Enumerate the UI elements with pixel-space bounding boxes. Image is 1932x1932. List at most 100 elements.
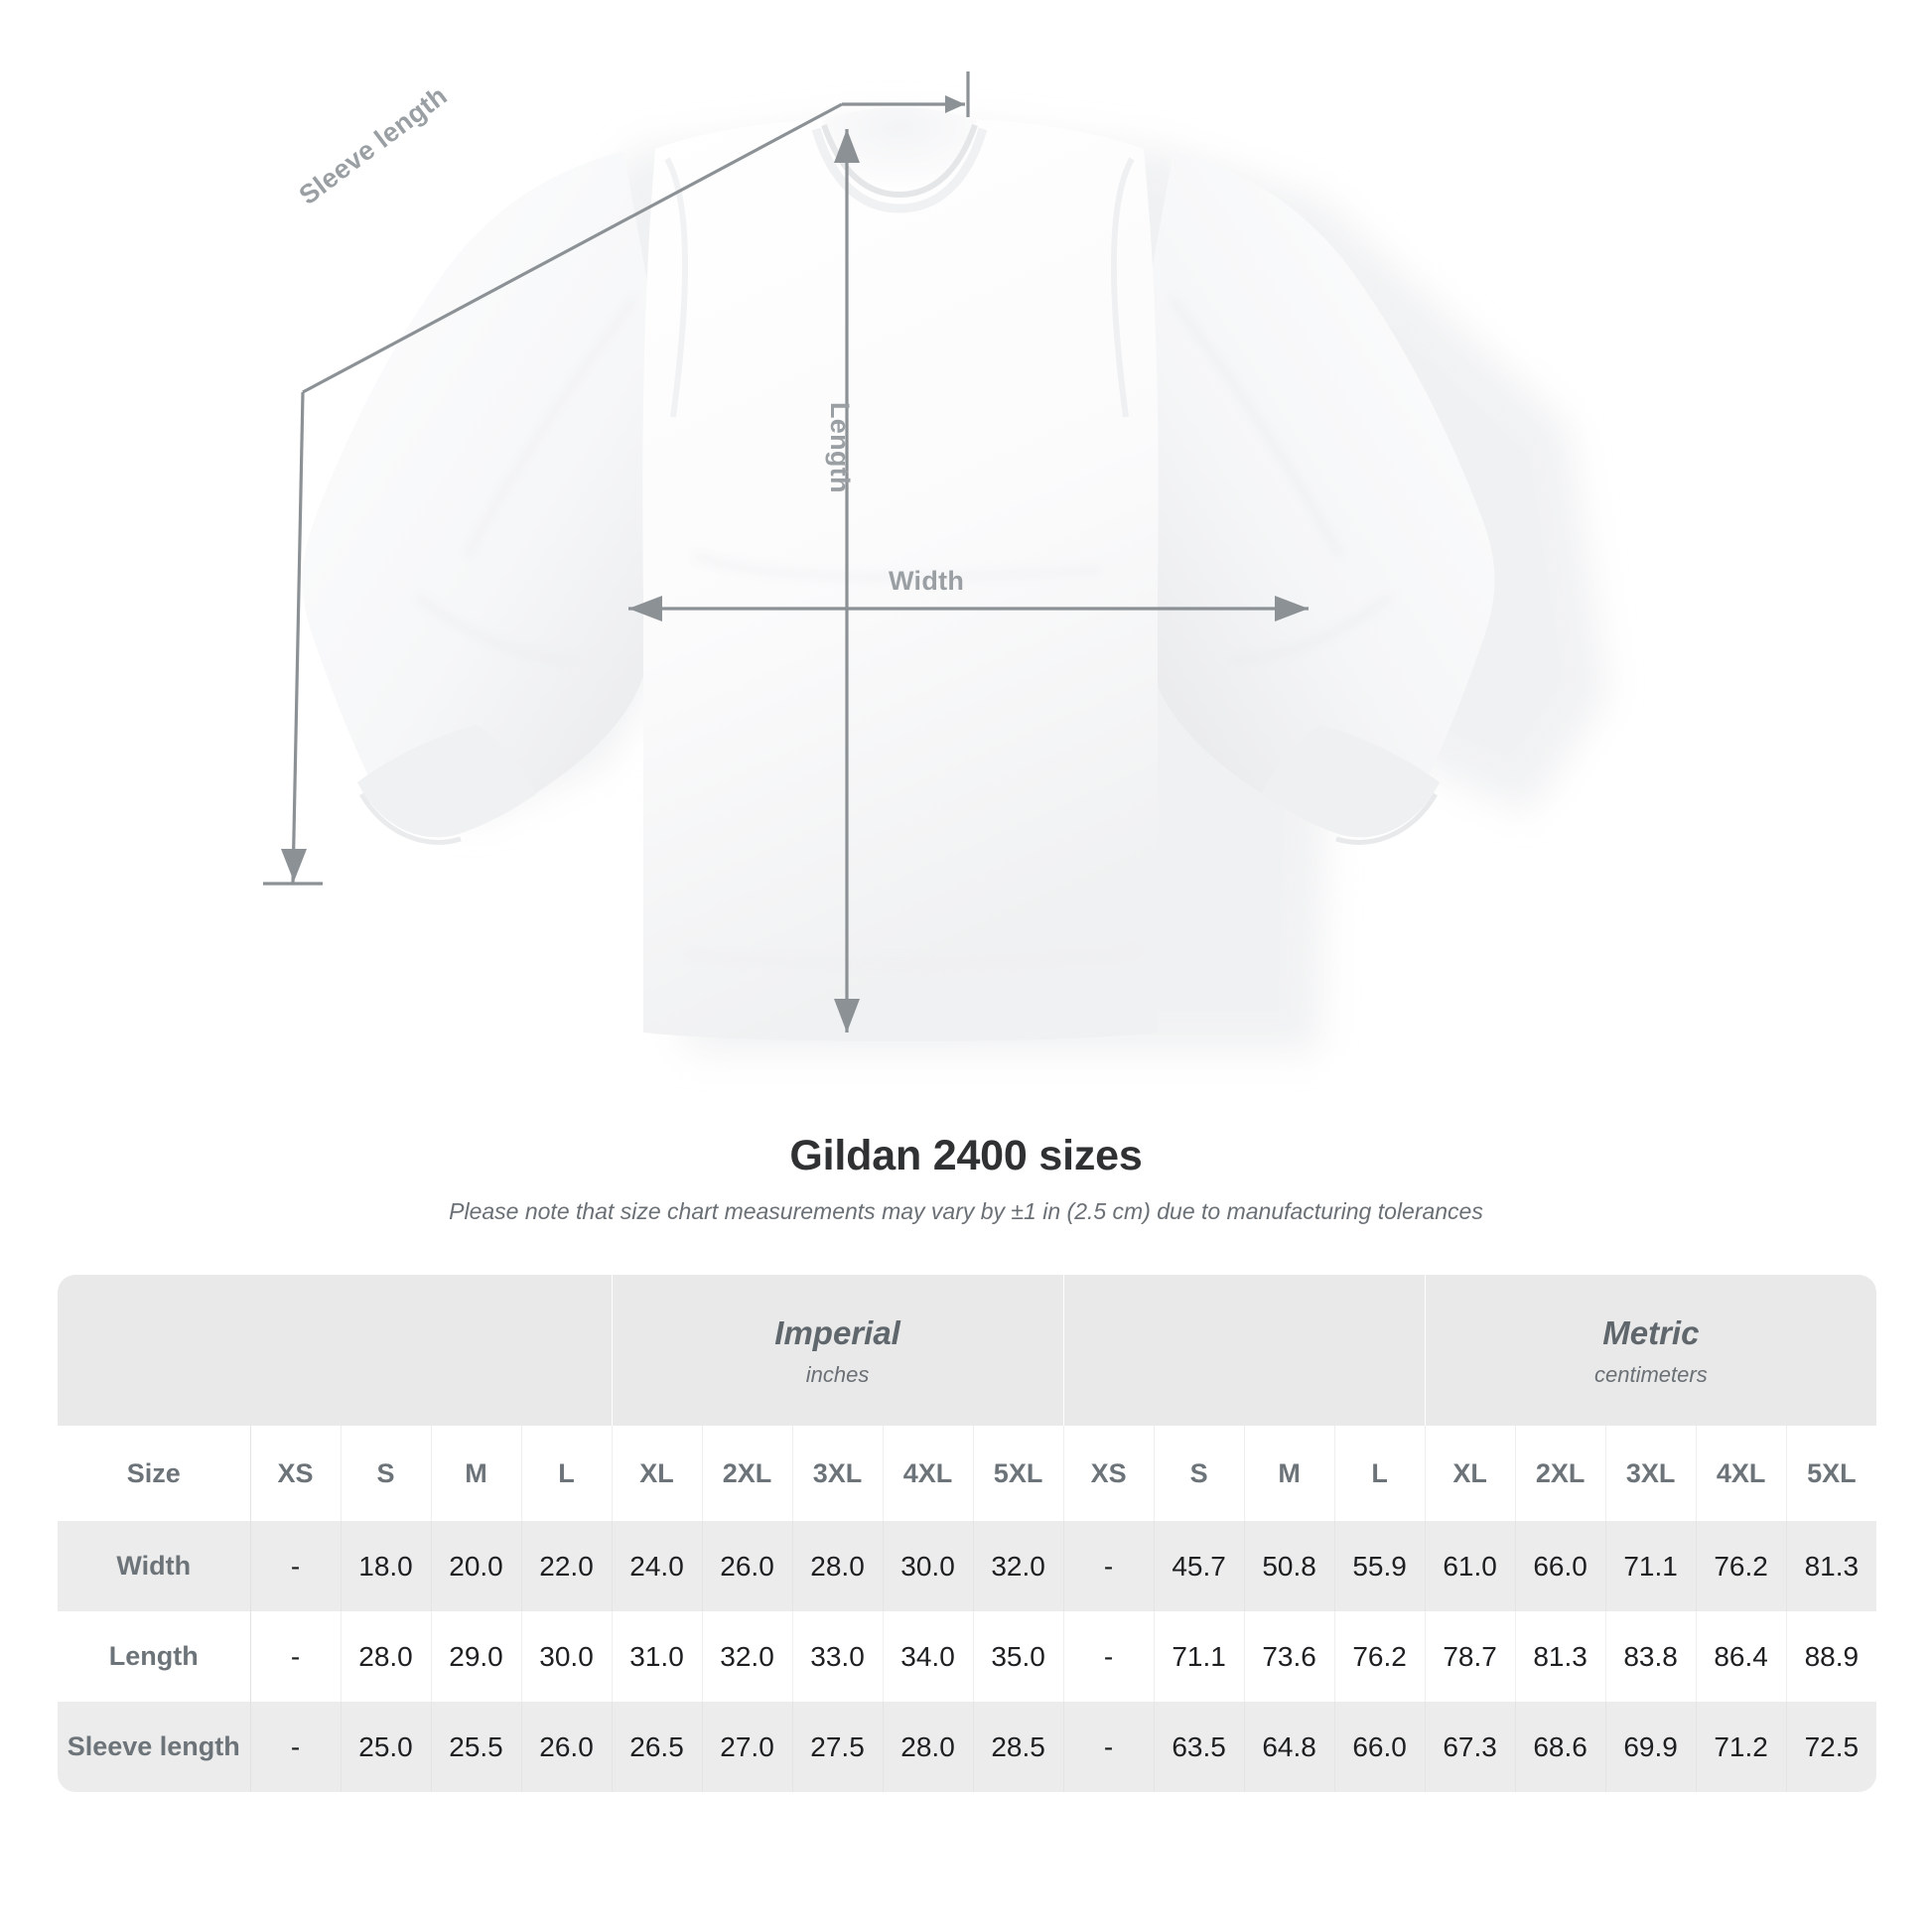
size-header-imperial-l: L	[521, 1426, 613, 1521]
cell-length-metric-m: 73.6	[1244, 1611, 1335, 1702]
cell-width-imperial-xs: -	[250, 1521, 342, 1611]
size-header-metric-2xl: 2XL	[1515, 1426, 1606, 1521]
cell-sleeve-metric-s: 63.5	[1154, 1702, 1245, 1792]
length-arrowhead-down	[834, 999, 860, 1033]
cell-length-imperial-m: 29.0	[431, 1611, 522, 1702]
cell-sleeve-imperial-xs: -	[250, 1702, 342, 1792]
unit-system-unit: centimeters	[1593, 1361, 1708, 1387]
cell-length-imperial-4xl: 34.0	[883, 1611, 974, 1702]
cell-sleeve-imperial-l: 26.0	[521, 1702, 613, 1792]
unit-system-header-row: Imperial inches Metric centimeters	[58, 1275, 1877, 1426]
row-label-length: Length	[58, 1611, 251, 1702]
cell-width-metric-s: 45.7	[1154, 1521, 1245, 1611]
size-header-metric-s: S	[1154, 1426, 1245, 1521]
unit-header-metric: Metric centimeters	[1425, 1275, 1877, 1426]
cell-width-imperial-xl: 24.0	[612, 1521, 703, 1611]
sleeve-arrowhead-right	[945, 95, 965, 113]
cell-sleeve-imperial-xl: 26.5	[612, 1702, 703, 1792]
cell-length-metric-xl: 78.7	[1425, 1611, 1516, 1702]
cell-length-metric-4xl: 86.4	[1696, 1611, 1787, 1702]
table-row: Length - 28.0 29.0 30.0 31.0 32.0 33.0 3…	[58, 1611, 1877, 1702]
cell-length-metric-xs: -	[1062, 1611, 1155, 1702]
cell-width-imperial-4xl: 30.0	[883, 1521, 974, 1611]
size-header-imperial-5xl: 5XL	[973, 1426, 1064, 1521]
cell-width-metric-m: 50.8	[1244, 1521, 1335, 1611]
cell-sleeve-metric-xs: -	[1062, 1702, 1155, 1792]
size-header-row: Size XS S M L XL 2XL 3XL 4XL 5XL XS S M …	[58, 1426, 1877, 1521]
cell-length-imperial-s: 28.0	[341, 1611, 432, 1702]
cell-sleeve-metric-m: 64.8	[1244, 1702, 1335, 1792]
tolerance-note: Please note that size chart measurements…	[449, 1198, 1483, 1224]
cell-length-metric-3xl: 83.8	[1605, 1611, 1697, 1702]
size-header-metric-5xl: 5XL	[1786, 1426, 1877, 1521]
size-header-metric-xl: XL	[1425, 1426, 1516, 1521]
page-title: Gildan 2400 sizes	[789, 1132, 1143, 1179]
cell-sleeve-imperial-5xl: 28.5	[973, 1702, 1064, 1792]
cell-width-metric-4xl: 76.2	[1696, 1521, 1787, 1611]
cell-width-metric-l: 55.9	[1334, 1521, 1426, 1611]
cell-length-imperial-3xl: 33.0	[792, 1611, 884, 1702]
cell-sleeve-metric-l: 66.0	[1334, 1702, 1426, 1792]
cell-length-imperial-xs: -	[250, 1611, 342, 1702]
size-header-metric-l: L	[1334, 1426, 1426, 1521]
cell-width-imperial-s: 18.0	[341, 1521, 432, 1611]
long-sleeve-shirt-drawing	[263, 71, 1608, 1052]
size-header-imperial-2xl: 2XL	[702, 1426, 793, 1521]
row-label-sleeve-length: Sleeve length	[58, 1702, 251, 1792]
cell-width-metric-3xl: 71.1	[1605, 1521, 1697, 1611]
cell-sleeve-metric-xl: 67.3	[1425, 1702, 1516, 1792]
size-header-imperial-4xl: 4XL	[883, 1426, 974, 1521]
cell-width-imperial-3xl: 28.0	[792, 1521, 884, 1611]
size-chart-table-container: Imperial inches Metric centimeters Size …	[58, 1275, 1877, 1792]
cell-length-imperial-xl: 31.0	[612, 1611, 703, 1702]
cell-width-imperial-m: 20.0	[431, 1521, 522, 1611]
cell-sleeve-metric-5xl: 72.5	[1786, 1702, 1877, 1792]
size-header-imperial-xs: XS	[250, 1426, 342, 1521]
width-dimension-label: Width	[889, 566, 965, 596]
width-arrowhead-left	[628, 596, 662, 621]
cell-sleeve-imperial-4xl: 28.0	[883, 1702, 974, 1792]
chart-caption: Gildan 2400 sizes Please note that size …	[0, 1132, 1932, 1225]
size-header-imperial-m: M	[431, 1426, 522, 1521]
size-chart-table: Imperial inches Metric centimeters Size …	[58, 1275, 1877, 1792]
cell-length-imperial-5xl: 35.0	[973, 1611, 1064, 1702]
cell-width-imperial-5xl: 32.0	[973, 1521, 1064, 1611]
cell-sleeve-imperial-s: 25.0	[341, 1702, 432, 1792]
garment-illustration: Sleeve length Length Width	[263, 71, 1608, 1052]
cell-length-imperial-l: 30.0	[521, 1611, 613, 1702]
table-row: Width - 18.0 20.0 22.0 24.0 26.0 28.0 30…	[58, 1521, 1877, 1611]
sleeve-diagonal	[302, 102, 843, 394]
unit-system-name: Metric	[1602, 1314, 1700, 1352]
cell-width-metric-2xl: 66.0	[1515, 1521, 1606, 1611]
size-header-imperial-3xl: 3XL	[792, 1426, 884, 1521]
cell-width-metric-xl: 61.0	[1425, 1521, 1516, 1611]
cell-sleeve-imperial-2xl: 27.0	[702, 1702, 793, 1792]
unit-header-spacer-mid	[1063, 1275, 1426, 1426]
sleeve-vertical	[291, 391, 305, 885]
unit-header-spacer-left	[58, 1275, 613, 1426]
cell-length-metric-5xl: 88.9	[1786, 1611, 1877, 1702]
cell-width-metric-xs: -	[1062, 1521, 1155, 1611]
size-header-metric-xs: XS	[1062, 1426, 1155, 1521]
cell-sleeve-metric-3xl: 69.9	[1605, 1702, 1697, 1792]
size-header-metric-3xl: 3XL	[1605, 1426, 1697, 1521]
row-label-width: Width	[58, 1521, 251, 1611]
length-arrowhead-up	[834, 129, 860, 163]
cell-length-metric-l: 76.2	[1334, 1611, 1426, 1702]
cell-sleeve-metric-2xl: 68.6	[1515, 1702, 1606, 1792]
size-header-metric-4xl: 4XL	[1696, 1426, 1787, 1521]
cell-width-imperial-2xl: 26.0	[702, 1521, 793, 1611]
unit-system-unit: inches	[805, 1361, 870, 1387]
sleeve-arrowhead-down	[281, 849, 307, 882]
cell-length-metric-s: 71.1	[1154, 1611, 1245, 1702]
table-row: Sleeve length - 25.0 25.5 26.0 26.5 27.0…	[58, 1702, 1877, 1792]
unit-header-imperial: Imperial inches	[612, 1275, 1064, 1426]
cell-length-imperial-2xl: 32.0	[702, 1611, 793, 1702]
width-arrowhead-right	[1275, 596, 1309, 621]
length-dimension-label: Length	[825, 402, 855, 493]
unit-system-name: Imperial	[774, 1314, 900, 1352]
size-header-metric-m: M	[1244, 1426, 1335, 1521]
cell-width-imperial-l: 22.0	[521, 1521, 613, 1611]
cell-width-metric-5xl: 81.3	[1786, 1521, 1877, 1611]
cell-sleeve-imperial-3xl: 27.5	[792, 1702, 884, 1792]
